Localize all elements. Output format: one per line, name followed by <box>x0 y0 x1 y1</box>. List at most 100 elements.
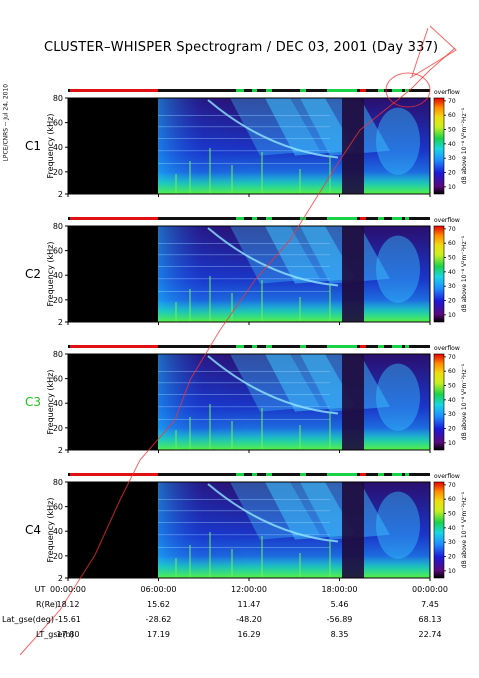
colorbar-tick-label: 30 <box>448 539 456 546</box>
satellite-label: C2 <box>25 267 41 281</box>
colorbar-tick-label: 70 <box>448 98 456 105</box>
perigee-gap <box>342 482 364 578</box>
colorbar-tick-label: 60 <box>448 368 456 375</box>
y-tick-label: 40 <box>53 271 63 280</box>
ephemeris-value: -56.89 <box>327 615 353 624</box>
satellite-label: C4 <box>25 523 41 537</box>
status-bar-green <box>236 89 244 92</box>
ephemeris-value: 18.12 <box>57 600 80 609</box>
ephemeris-value: -15.61 <box>55 615 81 624</box>
perigee-gap <box>342 98 364 194</box>
status-bar <box>68 217 430 220</box>
y-tick-label: 2 <box>58 574 63 583</box>
colorbar-tick-label: 40 <box>448 269 456 276</box>
y-tick-label: 80 <box>53 222 63 231</box>
y-tick-label: 2 <box>58 318 63 327</box>
status-bar-green <box>392 89 402 92</box>
status-bar-red <box>360 217 366 220</box>
ephemeris-value: 11.47 <box>238 600 261 609</box>
low-frequency-band <box>158 556 430 578</box>
status-bar-green <box>236 473 244 476</box>
colorbar-tick-label: 20 <box>448 426 456 433</box>
y-axis-label: Frequency (kHz) <box>46 498 55 563</box>
spectrum-emission <box>376 235 420 303</box>
status-bar-green <box>252 473 257 476</box>
colorbar-tick-label: 40 <box>448 141 456 148</box>
colorbar-tick-label: 60 <box>448 496 456 503</box>
colorbar-tick-label: 20 <box>448 554 456 561</box>
colorbar-tick-label: 10 <box>448 312 456 319</box>
data-gap <box>68 226 158 322</box>
status-bar <box>68 345 430 348</box>
status-bar-green <box>300 89 306 92</box>
colorbar-tick-label: 30 <box>448 411 456 418</box>
colorbar-tick-label: 40 <box>448 525 456 532</box>
status-bar-green <box>405 217 409 220</box>
red-annotation <box>19 25 457 656</box>
y-tick-label: 2 <box>58 446 63 455</box>
colorbar-label: dB above 10⁻⁸ V²m⁻²Hz⁻¹ <box>461 107 468 184</box>
ephemeris-value: 16.29 <box>238 630 261 639</box>
status-bar-green <box>378 345 384 348</box>
data-gap <box>68 482 158 578</box>
status-bar-red <box>70 345 158 348</box>
time-tick-label: 00:00:00 <box>412 585 448 594</box>
spectrum-emission <box>376 363 420 431</box>
y-tick-label: 60 <box>53 247 63 256</box>
status-bar-green <box>300 473 306 476</box>
y-tick-label: 40 <box>53 399 63 408</box>
y-tick-label: 20 <box>53 168 63 177</box>
y-axis-label: Frequency (kHz) <box>46 370 55 435</box>
colorbar-tick-label: 40 <box>448 397 456 404</box>
status-bar-green <box>327 89 357 92</box>
satellite-label: C3 <box>25 395 41 409</box>
time-tick-label: 06:00:00 <box>141 585 177 594</box>
ephemeris-row-label: LT_gse(h) <box>36 630 74 639</box>
status-bar-green <box>252 89 257 92</box>
colorbar-tick-label: 50 <box>448 255 456 262</box>
colorbar-tick-label: 60 <box>448 112 456 119</box>
status-bar-green <box>378 473 384 476</box>
y-tick-label: 20 <box>53 552 63 561</box>
annotation-stroke <box>19 47 456 656</box>
spectrogram-panel-c4: 2 20 40 60 80 Frequency (kHz) C4 overflow 10 20 30… <box>25 473 468 583</box>
data-gap <box>68 98 158 194</box>
low-frequency-band <box>158 428 430 450</box>
plasma-line <box>207 355 339 415</box>
y-tick-label: 20 <box>53 424 63 433</box>
ephemeris-value: -28.62 <box>146 615 172 624</box>
y-tick-label: 40 <box>53 143 63 152</box>
perigee-gap <box>342 226 364 322</box>
y-tick-label: 2 <box>58 190 63 199</box>
status-bar-green <box>327 217 357 220</box>
ephemeris-value: 68.13 <box>419 615 442 624</box>
ephemeris-row-label: R(Re) <box>36 600 58 609</box>
ephemeris-row-label: Lat_gse(deg) <box>2 615 54 624</box>
colorbar-tick-label: 10 <box>448 568 456 575</box>
low-frequency-band <box>158 300 430 322</box>
time-tick-label: 18:00:00 <box>322 585 358 594</box>
status-bar-green <box>405 89 409 92</box>
status-bar-red <box>360 89 366 92</box>
colorbar-tick-label: 30 <box>448 155 456 162</box>
colorbar-tick-label: 20 <box>448 298 456 305</box>
status-bar-green <box>392 345 402 348</box>
status-bar-red <box>70 217 158 220</box>
colorbar-top-label: overflow <box>434 473 460 480</box>
y-axis-label: Frequency (kHz) <box>46 242 55 307</box>
status-bar-green <box>252 345 257 348</box>
status-bar-green <box>266 473 272 476</box>
status-bar-green <box>252 217 257 220</box>
ephemeris-value: 8.35 <box>331 630 349 639</box>
colorbar <box>433 225 445 323</box>
y-tick-label: 60 <box>53 503 63 512</box>
y-tick-label: 80 <box>53 94 63 103</box>
data-gap <box>68 354 158 450</box>
ephemeris-value: 17.80 <box>57 630 80 639</box>
status-bar-green <box>327 345 357 348</box>
spectrogram-panel-c2: 2 20 40 60 80 Frequency (kHz) C2 overflow 10 20 30… <box>25 217 468 327</box>
colorbar-tick-label: 50 <box>448 127 456 134</box>
annotation-circle <box>385 72 431 108</box>
colorbar-tick-label: 70 <box>448 354 456 361</box>
colorbar-tick-label: 70 <box>448 226 456 233</box>
